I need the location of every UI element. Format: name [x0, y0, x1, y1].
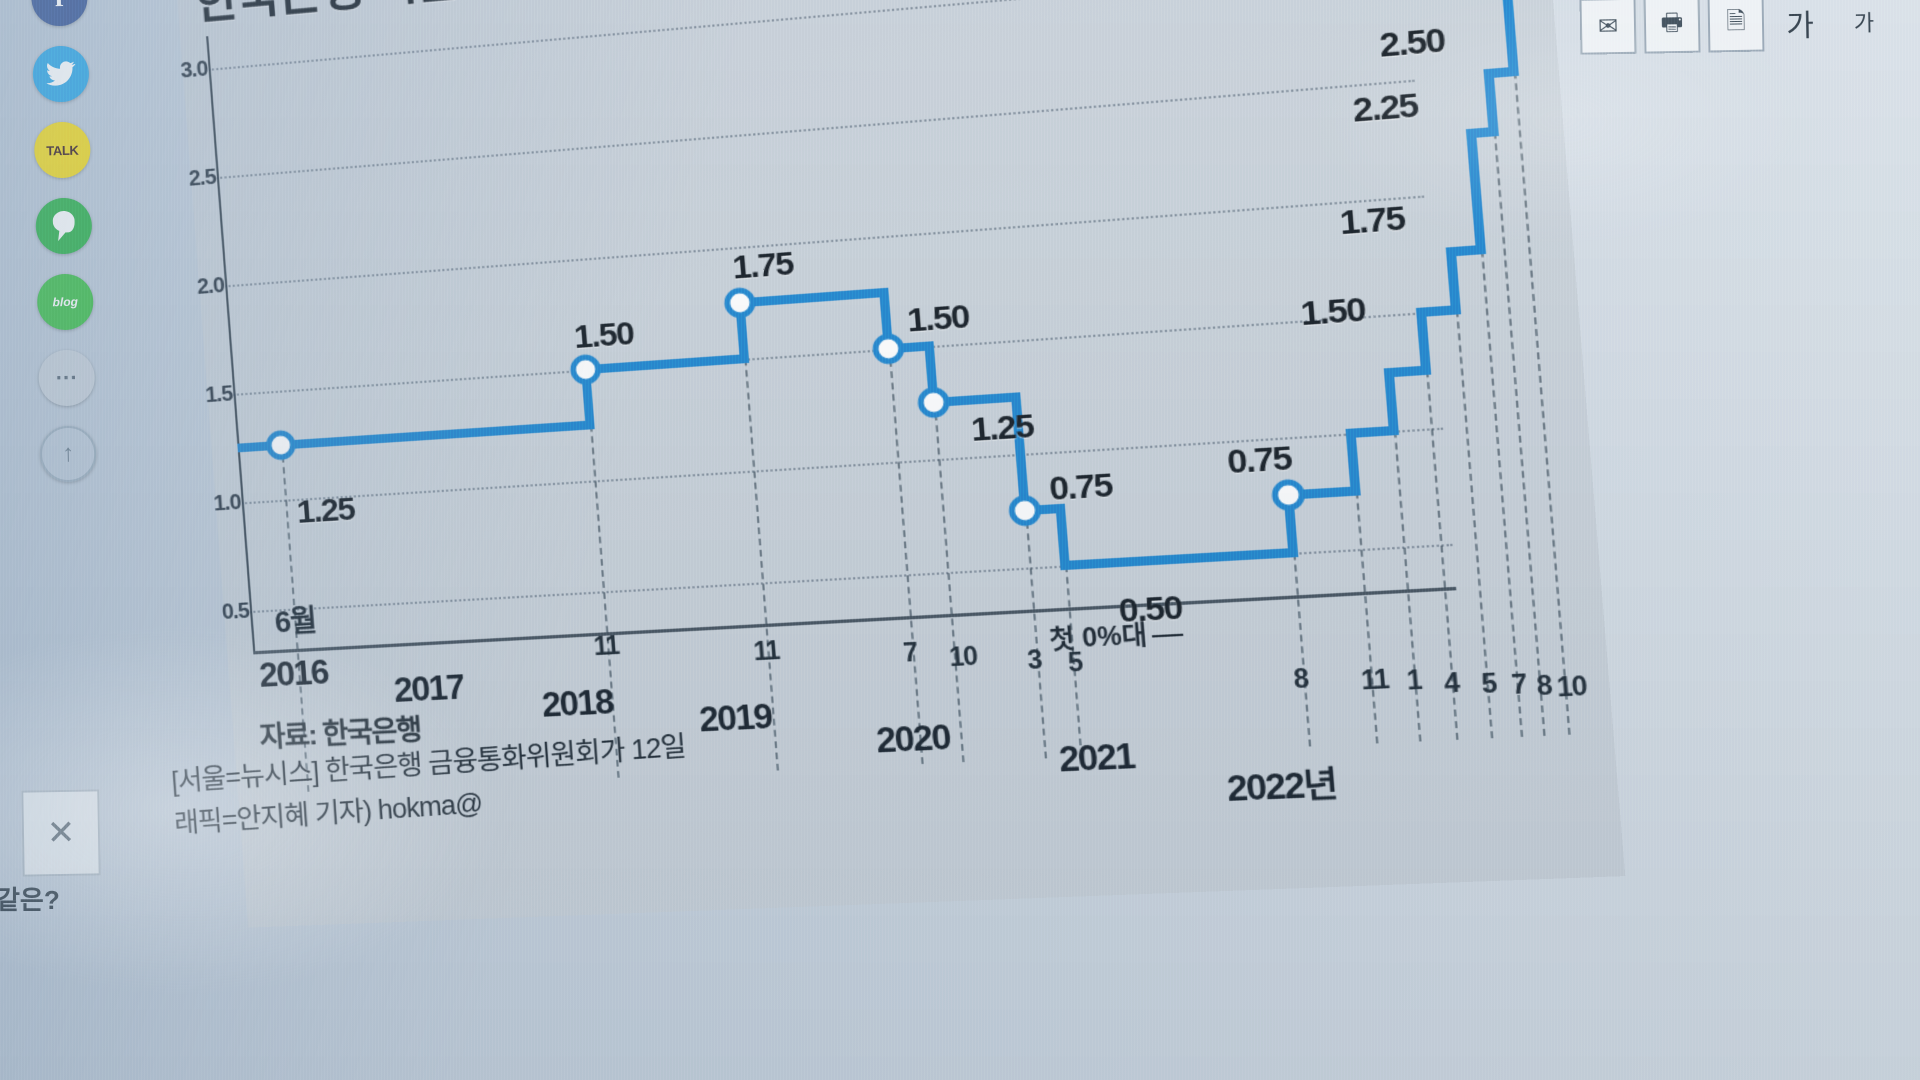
data-label: 0.75	[1047, 466, 1114, 508]
y-tick-label: 0.5	[221, 598, 250, 624]
close-icon[interactable]: ✕	[21, 789, 101, 877]
data-label: 1.75	[731, 245, 795, 287]
y-tick-label: 3.0	[179, 56, 209, 83]
data-label: 2.25	[1351, 86, 1419, 130]
kakaotalk-share-icon[interactable]: TALK	[33, 121, 91, 179]
data-label: 1.50	[572, 315, 635, 356]
x-month-tick: 7	[902, 637, 919, 668]
pdf-icon[interactable]: 🗎	[1707, 0, 1765, 53]
font-small-icon[interactable]: 가	[1853, 10, 1875, 36]
data-label: 1.75	[1338, 199, 1406, 243]
band-glyph	[52, 211, 75, 242]
y-tick-label: 2.5	[187, 164, 217, 191]
social-share-rail: f TALK blog ··· ↑	[9, 0, 119, 503]
data-label: 1.50	[1299, 290, 1367, 334]
print-icon[interactable]: 🖶	[1643, 0, 1701, 54]
twitter-bird-glyph	[46, 61, 76, 86]
data-label: 2.50	[1378, 21, 1446, 65]
twitter-share-icon[interactable]	[32, 45, 90, 103]
band-share-icon[interactable]	[35, 197, 93, 255]
x-gridline	[1488, 73, 1546, 736]
chart-plot-area: 3.0 2.5 2.0 1.5 1.0 0.5 1.25 1.50 1.75 1.50 1.25 0…	[180, 0, 1588, 792]
mail-icon[interactable]: ✉	[1579, 0, 1637, 55]
x-month-tick: 10	[1555, 670, 1588, 703]
rate-step-line	[206, 0, 1456, 654]
infographic-panel: 한국은행 기준금리 추이 단위:% 0.50%p 인상 3.02.52.01.5…	[173, 0, 1626, 928]
x-month-tick: 11	[592, 630, 620, 661]
x-year-label: 2018	[540, 682, 615, 725]
x-year-label: 2017	[392, 667, 465, 710]
data-point-marker	[268, 432, 294, 458]
scroll-to-top-icon[interactable]: ↑	[39, 425, 97, 483]
data-label: 1.25	[969, 407, 1035, 449]
data-label: 1.25	[295, 491, 356, 531]
data-point-marker	[920, 389, 948, 416]
x-month-tick: 6월	[273, 604, 318, 640]
data-point-marker	[1011, 497, 1039, 524]
y-tick-label: 1.0	[212, 489, 242, 516]
comment-button-icon[interactable]: ···	[38, 349, 96, 407]
x-year-label: 2016	[257, 652, 330, 695]
facebook-share-icon[interactable]: f	[30, 0, 88, 27]
font-large-icon[interactable]: 가	[1785, 9, 1815, 44]
data-point-marker	[1274, 482, 1303, 509]
x-month-tick: 10	[948, 640, 979, 672]
data-point-marker	[726, 290, 753, 316]
data-point-marker	[572, 357, 599, 383]
data-label: 1.50	[905, 297, 970, 340]
x-month-tick: 11	[752, 635, 781, 666]
overlay-partial-text: 같은?	[0, 885, 60, 915]
data-label: 0.75	[1225, 439, 1293, 482]
first-sub-one-percent-annotation: 첫 0%대	[1048, 611, 1185, 657]
x-month-tick: 3	[1026, 644, 1043, 675]
naver-blog-share-icon[interactable]: blog	[36, 273, 94, 331]
y-tick-label: 2.0	[196, 272, 225, 299]
data-point-marker	[875, 336, 903, 363]
article-toolbar: ✉ 🖶 🗎 가 가	[1579, 0, 1893, 55]
y-tick-label: 1.5	[204, 381, 234, 408]
